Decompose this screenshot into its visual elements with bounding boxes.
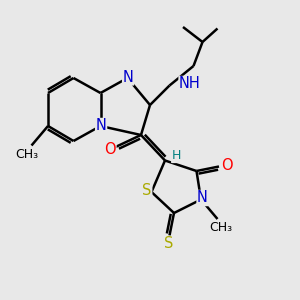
Text: O: O <box>221 158 232 173</box>
Text: S: S <box>164 236 174 251</box>
Text: NH: NH <box>179 76 201 92</box>
Text: N: N <box>197 190 208 206</box>
Text: CH₃: CH₃ <box>15 148 39 161</box>
Text: O: O <box>104 142 116 158</box>
Text: H: H <box>172 149 181 163</box>
Text: S: S <box>142 183 152 198</box>
Text: N: N <box>123 70 134 85</box>
Text: N: N <box>96 118 106 134</box>
Text: CH₃: CH₃ <box>209 221 232 234</box>
